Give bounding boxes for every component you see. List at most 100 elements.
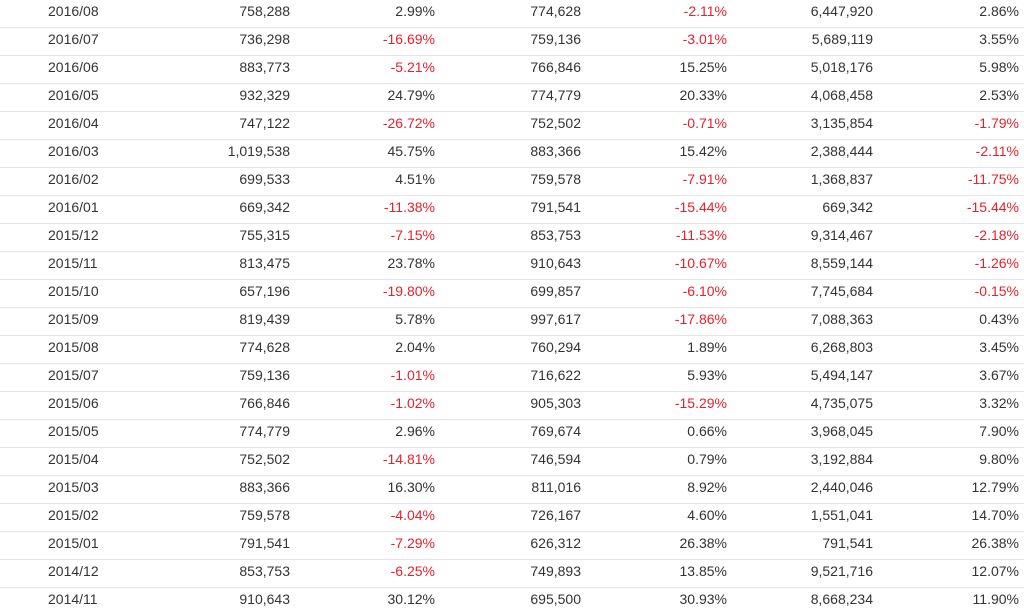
date-cell: 2015/11: [48, 255, 98, 271]
change-cell: 2.04%: [395, 339, 435, 355]
table-row: 2016/02 699,533 4.51% 759,578 -7.91% 1,368,83…: [0, 168, 1024, 196]
change-cell: 14.70%: [971, 507, 1019, 523]
change-cell: 15.25%: [679, 59, 727, 75]
change-cell: -0.71%: [682, 115, 727, 131]
change-cell: 4.60%: [687, 507, 727, 523]
date-cell: 2016/02: [48, 171, 99, 187]
change-cell: -17.86%: [674, 311, 727, 327]
value-cell: 910,643: [530, 255, 581, 271]
date-cell: 2015/05: [48, 423, 99, 439]
table-row: 2016/08 758,288 2.99% 774,628 -2.11% 6,447,92…: [0, 0, 1024, 28]
value-cell: 752,502: [239, 451, 290, 467]
cumulative-cell: 5,018,176: [810, 59, 873, 75]
table-row: 2015/12 755,315 -7.15% 853,753 -11.53% 9,314,…: [0, 224, 1024, 252]
table-row: 2015/03 883,366 16.30% 811,016 8.92% 2,440,04…: [0, 476, 1024, 504]
cumulative-cell: 9,521,716: [810, 563, 873, 579]
cumulative-cell: 8,668,234: [810, 591, 873, 607]
change-cell: 9.80%: [979, 451, 1019, 467]
change-cell: -16.69%: [382, 31, 435, 47]
change-cell: 23.78%: [387, 255, 435, 271]
value-cell: 657,196: [239, 283, 290, 299]
cumulative-cell: 791,541: [822, 535, 873, 551]
change-cell: 24.79%: [387, 87, 435, 103]
change-cell: -15.29%: [674, 395, 727, 411]
change-cell: -10.67%: [674, 255, 727, 271]
date-cell: 2016/07: [48, 31, 99, 47]
value-cell: 699,533: [239, 171, 290, 187]
change-cell: 3.55%: [979, 31, 1019, 47]
value-cell: 791,541: [239, 535, 290, 551]
table-row: 2014/12 853,753 -6.25% 749,893 13.85% 9,521,7…: [0, 560, 1024, 588]
change-cell: -7.15%: [390, 227, 435, 243]
date-cell: 2015/10: [48, 283, 99, 299]
change-cell: 2.53%: [979, 87, 1019, 103]
change-cell: 2.86%: [979, 3, 1019, 19]
change-cell: -5.21%: [390, 59, 435, 75]
change-cell: -15.44%: [966, 199, 1019, 215]
value-cell: 853,753: [239, 563, 290, 579]
change-cell: -11.38%: [383, 199, 435, 215]
value-cell: 747,122: [239, 115, 290, 131]
value-cell: 883,366: [530, 143, 581, 159]
cumulative-cell: 3,135,854: [810, 115, 873, 131]
change-cell: 26.38%: [971, 535, 1019, 551]
change-cell: 5.98%: [979, 59, 1019, 75]
table-row: 2015/04 752,502 -14.81% 746,594 0.79% 3,192,8…: [0, 448, 1024, 476]
cumulative-cell: 669,342: [822, 199, 873, 215]
date-cell: 2015/07: [48, 367, 99, 383]
cumulative-cell: 7,088,363: [810, 311, 873, 327]
change-cell: -0.15%: [974, 283, 1019, 299]
value-cell: 766,846: [239, 395, 290, 411]
cumulative-cell: 9,314,467: [810, 227, 873, 243]
table-row: 2015/08 774,628 2.04% 760,294 1.89% 6,268,803…: [0, 336, 1024, 364]
change-cell: 2.99%: [395, 3, 435, 19]
change-cell: 0.43%: [979, 311, 1019, 327]
change-cell: 5.93%: [687, 367, 727, 383]
value-cell: 755,315: [239, 227, 290, 243]
date-cell: 2014/11: [48, 591, 98, 607]
value-cell: 791,541: [530, 199, 581, 215]
change-cell: -11.53%: [675, 227, 727, 243]
value-cell: 626,312: [530, 535, 581, 551]
date-cell: 2015/03: [48, 479, 99, 495]
cumulative-cell: 1,368,837: [810, 171, 873, 187]
change-cell: -1.01%: [390, 367, 435, 383]
change-cell: 13.85%: [679, 563, 727, 579]
change-cell: -2.11%: [975, 143, 1019, 159]
value-cell: 752,502: [530, 115, 581, 131]
change-cell: 12.79%: [971, 479, 1019, 495]
value-cell: 695,500: [530, 591, 581, 607]
table-row: 2016/07 736,298 -16.69% 759,136 -3.01% 5,689,…: [0, 28, 1024, 56]
change-cell: -26.72%: [382, 115, 435, 131]
change-cell: 3.45%: [979, 339, 1019, 355]
table-row: 2015/09 819,439 5.78% 997,617 -17.86% 7,088,3…: [0, 308, 1024, 336]
table-row: 2016/06 883,773 -5.21% 766,846 15.25% 5,018,1…: [0, 56, 1024, 84]
change-cell: 30.93%: [679, 591, 727, 607]
change-cell: 15.42%: [679, 143, 727, 159]
change-cell: 8.92%: [687, 479, 727, 495]
value-cell: 726,167: [530, 507, 581, 523]
table-row: 2015/10 657,196 -19.80% 699,857 -6.10% 7,745,…: [0, 280, 1024, 308]
date-cell: 2016/06: [48, 59, 99, 75]
cumulative-cell: 5,494,147: [810, 367, 873, 383]
date-cell: 2015/12: [48, 227, 99, 243]
value-cell: 759,136: [530, 31, 581, 47]
change-cell: 5.78%: [395, 311, 435, 327]
value-cell: 769,674: [530, 423, 581, 439]
change-cell: -1.79%: [974, 115, 1019, 131]
cumulative-cell: 4,735,075: [810, 395, 873, 411]
table-row: 2016/04 747,122 -26.72% 752,502 -0.71% 3,135,…: [0, 112, 1024, 140]
table-row: 2016/01 669,342 -11.38% 791,541 -15.44% 669,3…: [0, 196, 1024, 224]
value-cell: 759,578: [239, 507, 290, 523]
change-cell: 12.07%: [971, 563, 1019, 579]
cumulative-cell: 2,388,444: [810, 143, 873, 159]
table-row: 2016/03 1,019,538 45.75% 883,366 15.42% 2,388…: [0, 140, 1024, 168]
cumulative-cell: 3,192,884: [810, 451, 873, 467]
change-cell: 3.32%: [979, 395, 1019, 411]
date-cell: 2015/09: [48, 311, 99, 327]
change-cell: -6.10%: [682, 283, 727, 299]
change-cell: -4.04%: [390, 507, 435, 523]
change-cell: -7.91%: [682, 171, 727, 187]
value-cell: 883,366: [239, 479, 290, 495]
change-cell: 4.51%: [395, 171, 435, 187]
